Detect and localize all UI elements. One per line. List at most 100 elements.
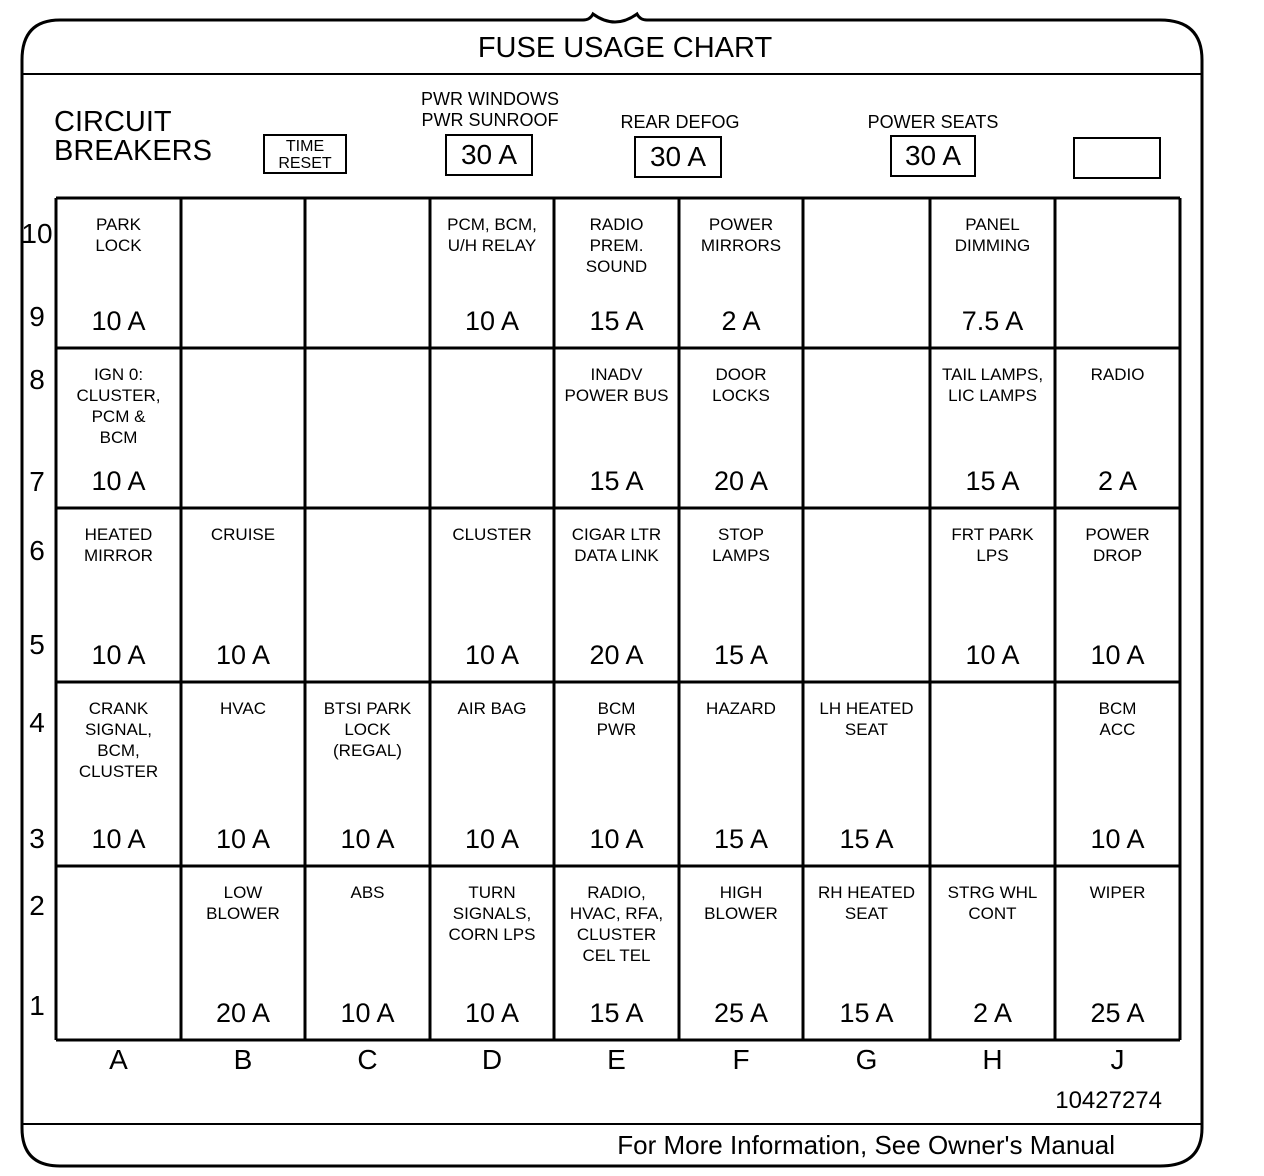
- fuse-name: FRT PARK LPS: [951, 525, 1034, 565]
- fuse-name: PARK LOCK: [95, 215, 142, 255]
- fuse-rating: 10 A: [340, 824, 395, 854]
- fuse-rating: 25 A: [713, 998, 769, 1028]
- fuse-cell-a-5: PARK LOCK 10 A: [56, 198, 181, 348]
- fuse-rating: 15 A: [713, 640, 769, 670]
- fuse-name: RADIO PREM. SOUND: [585, 215, 648, 276]
- fuse-rating: 10 A: [215, 824, 271, 854]
- time-reset-box: TIME RESET: [263, 134, 347, 174]
- fuse-cell-f-2: HAZARD 15 A: [679, 682, 803, 866]
- fuse-cell-j-4: RADIO 2 A: [1055, 348, 1180, 508]
- fuse-name: WIPER: [1089, 883, 1146, 902]
- fuse-cell-e-1: RADIO, HVAC, RFA, CLUSTER CEL TEL 15 A: [554, 866, 679, 1040]
- fuse-rating: 10 A: [464, 306, 520, 336]
- fuse-name: ABS: [350, 883, 385, 902]
- fuse-name: BTSI PARK LOCK (REGAL): [323, 699, 412, 760]
- fuse-rating: 20 A: [589, 640, 644, 670]
- fuse-cell-g-2: LH HEATED SEAT 15 A: [803, 682, 930, 866]
- fuse-rating: 15 A: [589, 466, 644, 496]
- footer-note: For More Information, See Owner's Manual: [617, 1130, 1115, 1160]
- row-number-3: 3: [29, 823, 45, 854]
- fuse-name: LH HEATED SEAT: [819, 699, 914, 739]
- fuse-cell-d-3: CLUSTER 10 A: [430, 508, 554, 682]
- fuse-cell-h-3: FRT PARK LPS 10 A: [930, 508, 1055, 682]
- fuse-rating: 10 A: [340, 998, 395, 1028]
- fuse-rating: 15 A: [713, 824, 769, 854]
- fuse-name: PCM, BCM, U/H RELAY: [447, 215, 537, 255]
- fuse-cell-d-2: AIR BAG 10 A: [430, 682, 554, 866]
- row-number-1: 1: [29, 990, 45, 1021]
- fuse-cell-a-2: CRANK SIGNAL, BCM, CLUSTER 10 A: [56, 682, 181, 866]
- fuse-name: BCM ACC: [1098, 699, 1137, 739]
- breaker-box-pwr-windows: 30 A: [445, 134, 533, 176]
- fuse-cell-e-3: CIGAR LTR DATA LINK 20 A: [554, 508, 679, 682]
- fuse-name: HAZARD: [706, 699, 776, 718]
- fuse-rating: 20 A: [215, 998, 271, 1028]
- breaker-box-power-seats: 30 A: [890, 135, 976, 177]
- fuse-rating: 10 A: [215, 640, 271, 670]
- fuse-rating: 15 A: [839, 824, 894, 854]
- fuse-rating: 10 A: [91, 466, 146, 496]
- circuit-breakers-label: CIRCUIT BREAKERS: [54, 106, 212, 167]
- row-number-7: 7: [29, 466, 45, 497]
- breaker-box-rear-defog: 30 A: [634, 136, 722, 178]
- fuse-name: BCM PWR: [596, 699, 637, 739]
- fuse-rating: 7.5 A: [961, 306, 1024, 336]
- fuse-rating: 25 A: [1090, 998, 1145, 1028]
- fuse-name: LOW BLOWER: [206, 883, 280, 923]
- fuse-cell-f-4: DOOR LOCKS 20 A: [679, 348, 803, 508]
- row-number-10: 10: [21, 218, 53, 249]
- breaker-label-rear-defog: REAR DEFOG: [620, 112, 740, 132]
- row-number-6: 6: [29, 535, 45, 566]
- fuse-cell-b-3: CRUISE 10 A: [181, 508, 305, 682]
- column-letter-d: D: [481, 1044, 503, 1075]
- fuse-cell-f-5: POWER MIRRORS 2 A: [679, 198, 803, 348]
- fuse-name: IGN 0: CLUSTER, PCM & BCM: [76, 365, 161, 447]
- column-letter-e: E: [607, 1044, 626, 1075]
- fuse-name: HIGH BLOWER: [704, 883, 778, 923]
- part-number: 10427274: [1055, 1087, 1162, 1114]
- fuse-name: TAIL LAMPS, LIC LAMPS: [941, 365, 1044, 405]
- fuse-cell-c-1: ABS 10 A: [305, 866, 430, 1040]
- column-letter-h: H: [982, 1044, 1003, 1075]
- fuse-name: RADIO, HVAC, RFA, CLUSTER CEL TEL: [569, 883, 664, 965]
- fuse-rating: 10 A: [589, 824, 644, 854]
- fuse-rating: 10 A: [91, 640, 146, 670]
- fuse-rating: 10 A: [91, 306, 146, 336]
- column-letter-f: F: [732, 1044, 750, 1075]
- fuse-cell-h-5: PANEL DIMMING 7.5 A: [930, 198, 1055, 348]
- fuse-cell-a-4: IGN 0: CLUSTER, PCM & BCM 10 A: [56, 348, 181, 508]
- fuse-cell-e-2: BCM PWR 10 A: [554, 682, 679, 866]
- fuse-name: TURN SIGNALS, CORN LPS: [448, 883, 536, 944]
- fuse-cell-d-1: TURN SIGNALS, CORN LPS 10 A: [430, 866, 554, 1040]
- fuse-rating: 2 A: [972, 998, 1013, 1028]
- fuse-rating: 15 A: [589, 998, 644, 1028]
- fuse-cell-c-2: BTSI PARK LOCK (REGAL) 10 A: [305, 682, 430, 866]
- fuse-name: POWER DROP: [1085, 525, 1150, 565]
- column-letter-c: C: [357, 1044, 378, 1075]
- row-number-9: 9: [29, 301, 45, 332]
- fuse-cell-b-2: HVAC 10 A: [181, 682, 305, 866]
- breaker-box-empty: [1073, 137, 1161, 179]
- fuse-name: HEATED MIRROR: [84, 525, 153, 565]
- fuse-name: CRUISE: [210, 525, 276, 544]
- fuse-cell-f-1: HIGH BLOWER 25 A: [679, 866, 803, 1040]
- row-number-5: 5: [29, 629, 45, 660]
- row-number-8: 8: [29, 364, 45, 395]
- fuse-rating: 10 A: [464, 640, 520, 670]
- fuse-name: INADV POWER BUS: [564, 365, 669, 405]
- fuse-cell-h-4: TAIL LAMPS, LIC LAMPS 15 A: [930, 348, 1055, 508]
- fuse-rating: 10 A: [1090, 824, 1145, 854]
- column-letter-j: J: [1110, 1044, 1125, 1075]
- fuse-cell-j-3: POWER DROP 10 A: [1055, 508, 1180, 682]
- fuse-rating: 2 A: [721, 306, 761, 336]
- fuse-name: RADIO: [1090, 365, 1145, 384]
- breaker-label-power-seats: POWER SEATS: [867, 112, 999, 132]
- fuse-cell-d-5: PCM, BCM, U/H RELAY 10 A: [430, 198, 554, 348]
- fuse-name: STRG WHL CONT: [947, 883, 1038, 923]
- column-letter-a: A: [109, 1044, 128, 1075]
- column-letter-g: G: [855, 1044, 878, 1075]
- fuse-rating: 15 A: [589, 306, 644, 336]
- fuse-rating: 2 A: [1097, 466, 1138, 496]
- column-letter-b: B: [233, 1044, 253, 1075]
